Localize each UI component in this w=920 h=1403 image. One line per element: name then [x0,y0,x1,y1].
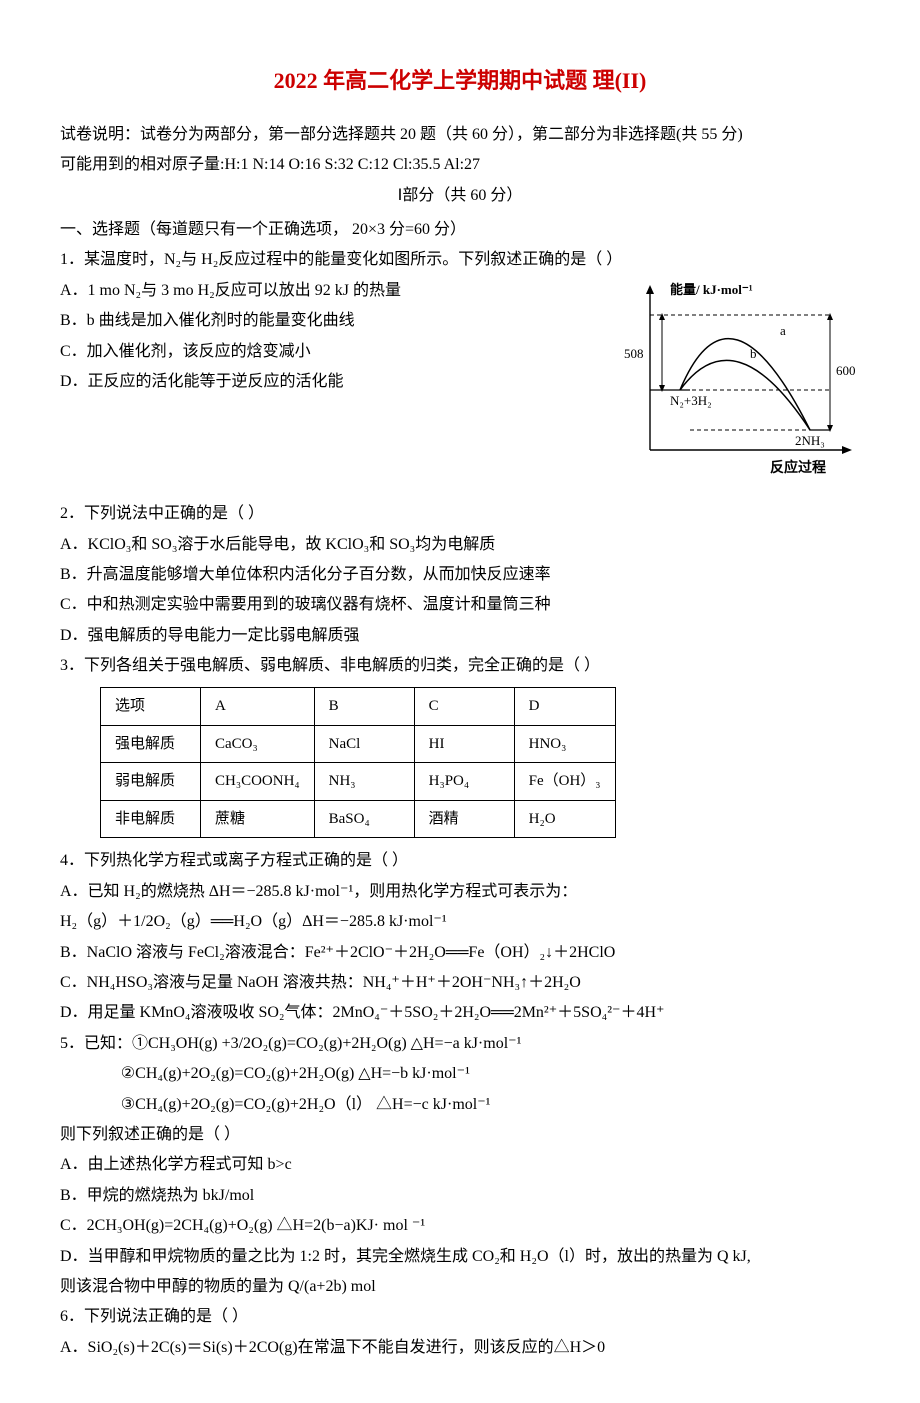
q4-stem: 4．下列热化学方程式或离子方程式正确的是（ ） [60,846,860,876]
q5-opt-c: C．2CH₃OH(g)=2CH₄(g)+O₂(g) △H=2(b−a)KJ· m… [60,1211,860,1241]
th-d: D [514,688,615,726]
td: NH₃ [314,763,414,801]
energy-diagram-figure: 能量/ kJ·mol⁻¹ a b 508 600 N₂+3H₂ 2NH₃ 反应过… [620,280,860,491]
fig-curve-a: a [780,323,786,338]
td: 弱电解质 [101,763,201,801]
q6-stem: 6．下列说法正确的是（ ） [60,1302,860,1332]
q4-opt-d: D．用足量 KMnO₄溶液吸收 SO₂气体：2MnO₄⁻＋5SO₂＋2H₂O══… [60,998,860,1028]
part1-header: Ⅰ部分（共 60 分） [60,181,860,211]
q4-opt-b: B．NaClO 溶液与 FeCl₂溶液混合：Fe²⁺＋2ClO⁻＋2H₂O══F… [60,938,860,968]
q2-opt-c: C．中和热测定实验中需要用到的玻璃仪器有烧杯、温度计和量筒三种 [60,590,860,620]
intro-text: 试卷说明：试卷分为两部分，第一部分选择题共 20 题（共 60 分），第二部分为… [60,120,860,150]
fig-product: 2NH₃ [795,433,825,448]
atomic-masses: 可能用到的相对原子量:H:1 N:14 O:16 S:32 C:12 Cl:35… [60,150,860,180]
td: 强电解质 [101,725,201,763]
td: H₃PO₄ [414,763,514,801]
fig-curve-b: b [750,346,757,361]
q4-opt-c: C．NH₄HSO₃溶液与足量 NaOH 溶液共热：NH₄⁺＋H⁺＋2OH⁻NH₃… [60,968,860,998]
q5-eq2: ②CH₄(g)+2O₂(g)=CO₂(g)+2H₂O(g) △H=−b kJ·m… [60,1059,860,1089]
q4-opt-a1: A．已知 H₂的燃烧热 ΔH＝−285.8 kJ·mol⁻¹，则用热化学方程式可… [60,877,860,907]
td: H₂O [514,800,615,838]
table-row-header: 选项 A B C D [101,688,616,726]
q5-opt-b: B．甲烷的燃烧热为 bkJ/mol [60,1181,860,1211]
td: HI [414,725,514,763]
td: CaCO₃ [201,725,315,763]
q3-stem: 3．下列各组关于强电解质、弱电解质、非电解质的归类，完全正确的是（ ） [60,651,860,681]
q5-opt-d1: D．当甲醇和甲烷物质的量之比为 1:2 时，其完全燃烧生成 CO₂和 H₂O（l… [60,1242,860,1272]
table-row: 非电解质 蔗糖 BaSO₄ 酒精 H₂O [101,800,616,838]
energy-diagram-svg: 能量/ kJ·mol⁻¹ a b 508 600 N₂+3H₂ 2NH₃ 反应过… [620,280,860,480]
td: 酒精 [414,800,514,838]
section1-header: 一、选择题（每道题只有一个正确选项， 20×3 分=60 分） [60,215,860,245]
td: NaCl [314,725,414,763]
electrolyte-table: 选项 A B C D 强电解质 CaCO₃ NaCl HI HNO₃ 弱电解质 … [100,687,616,838]
q5-stem: 5．已知：①CH₃OH(g) +3/2O₂(g)=CO₂(g)+2H₂O(g) … [60,1029,860,1059]
td: 非电解质 [101,800,201,838]
q5-eq3: ③CH₄(g)+2O₂(g)=CO₂(g)+2H₂O（l） △H=−c kJ·m… [60,1090,860,1120]
q2-stem: 2．下列说法中正确的是（ ） [60,499,860,529]
td: Fe（OH）₃ [514,763,615,801]
exam-title: 2022 年高二化学上学期期中试题 理(II) [60,60,860,102]
td: 蔗糖 [201,800,315,838]
fig-ylabel: 能量/ kJ·mol⁻¹ [670,282,753,297]
td: CH₃COONH₄ [201,763,315,801]
q5-follow: 则下列叙述正确的是（ ） [60,1120,860,1150]
th-a: A [201,688,315,726]
q2-opt-b: B．升高温度能够增大单位体积内活化分子百分数，从而加快反应速率 [60,560,860,590]
q6-opt-a: A．SiO₂(s)＋2C(s)＝Si(s)＋2CO(g)在常温下不能自发进行，则… [60,1333,860,1363]
q4-opt-a2: H₂（g）＋1/2O₂（g）══H₂O（g）ΔH＝−285.8 kJ·mol⁻¹ [60,907,860,937]
q1-stem: 1．某温度时，N₂与 H₂反应过程中的能量变化如图所示。下列叙述正确的是（ ） [60,245,860,275]
fig-508: 508 [624,346,644,361]
table-row: 弱电解质 CH₃COONH₄ NH₃ H₃PO₄ Fe（OH）₃ [101,763,616,801]
fig-xlabel: 反应过程 [770,459,826,476]
q5-opt-a: A．由上述热化学方程式可知 b>c [60,1150,860,1180]
td: HNO₃ [514,725,615,763]
q5-opt-d2: 则该混合物中甲醇的物质的量为 Q/(a+2b) mol [60,1272,860,1302]
th-c: C [414,688,514,726]
table-row: 强电解质 CaCO₃ NaCl HI HNO₃ [101,725,616,763]
th-option: 选项 [101,688,201,726]
q2-opt-d: D．强电解质的导电能力一定比弱电解质强 [60,621,860,651]
fig-600: 600 [836,363,856,378]
th-b: B [314,688,414,726]
q2-opt-a: A．KClO₃和 SO₃溶于水后能导电，故 KClO₃和 SO₃均为电解质 [60,530,860,560]
td: BaSO₄ [314,800,414,838]
fig-reactant: N₂+3H₂ [670,393,712,408]
